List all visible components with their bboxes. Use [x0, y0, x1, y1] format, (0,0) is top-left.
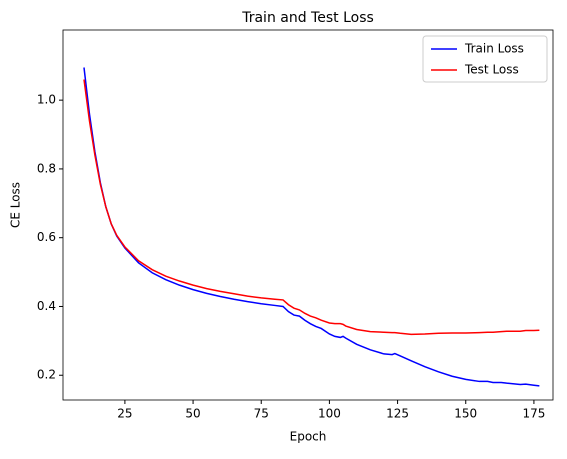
- y-tick-label: 0.6: [37, 230, 56, 244]
- legend-label: Test Loss: [464, 63, 519, 77]
- x-tick-label: 175: [522, 407, 545, 421]
- y-tick-label: 0.8: [37, 161, 56, 175]
- legend-label: Train Loss: [464, 42, 524, 56]
- x-tick-label: 25: [117, 407, 132, 421]
- x-tick-label: 75: [254, 407, 269, 421]
- x-axis-label: Epoch: [290, 430, 327, 444]
- x-tick-label: 50: [185, 407, 200, 421]
- x-tick-label: 125: [386, 407, 409, 421]
- line-series: [83, 67, 540, 387]
- line-series: [83, 79, 540, 336]
- chart-title: Train and Test Loss: [241, 10, 374, 26]
- plot-frame: [62, 29, 554, 401]
- y-tick-label: 0.2: [37, 368, 56, 382]
- y-tick-label: 1.0: [37, 93, 56, 107]
- y-tick-label: 0.4: [37, 299, 56, 313]
- x-tick-label: 100: [318, 407, 341, 421]
- x-tick-label: 150: [454, 407, 477, 421]
- y-axis-label: CE Loss: [9, 182, 23, 228]
